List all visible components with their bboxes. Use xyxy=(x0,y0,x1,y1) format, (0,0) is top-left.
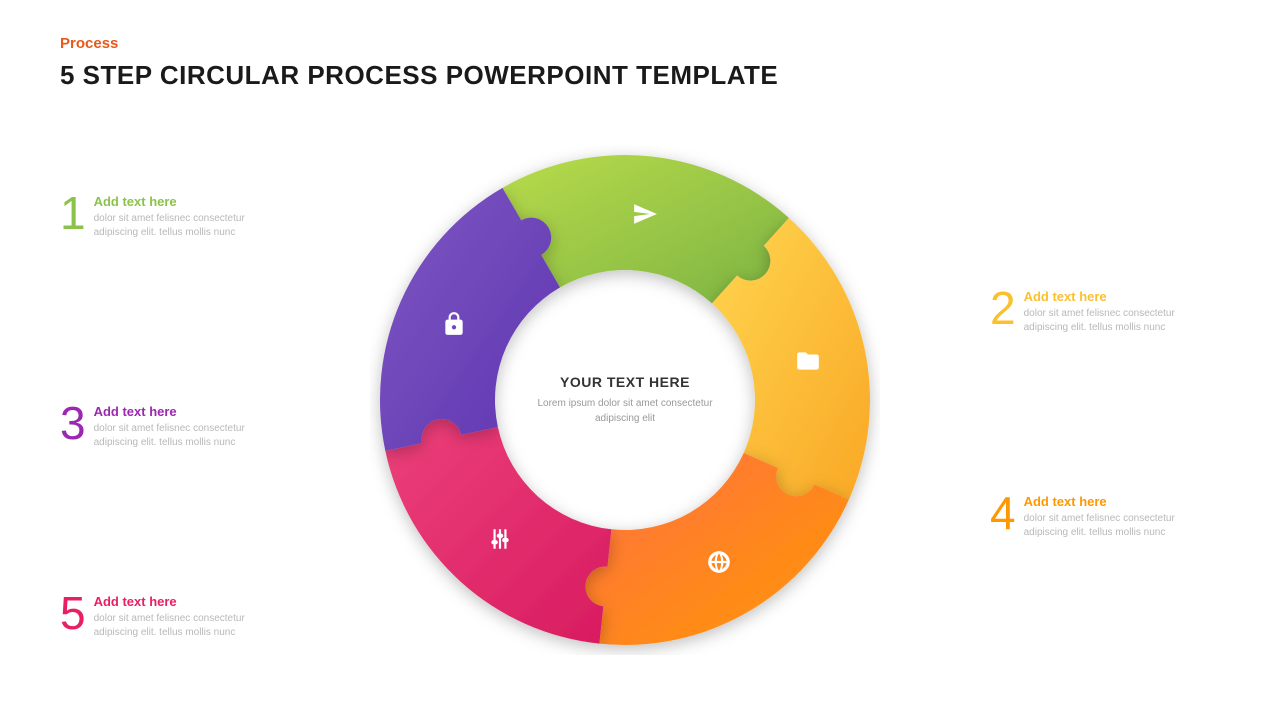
callout-number: 5 xyxy=(60,590,86,640)
globe-icon xyxy=(706,549,732,575)
callout-desc: dolor sit amet felisnec consectetur adip… xyxy=(1024,307,1220,335)
plane-icon xyxy=(632,201,658,227)
folder-icon xyxy=(795,348,821,374)
center-title: YOUR TEXT HERE xyxy=(525,374,725,390)
sliders-icon xyxy=(487,526,513,552)
callout-number: 4 xyxy=(990,490,1016,540)
callout-heading: Add text here xyxy=(94,404,290,419)
center-desc: Lorem ipsum dolor sit amet consectetur a… xyxy=(525,396,725,426)
breadcrumb: Process xyxy=(60,35,778,52)
callout-desc: dolor sit amet felisnec consectetur adip… xyxy=(94,212,290,240)
lock-icon xyxy=(441,311,467,337)
circular-diagram: YOUR TEXT HERE Lorem ipsum dolor sit ame… xyxy=(370,145,880,655)
callout-3: 3 Add text here dolor sit amet felisnec co… xyxy=(60,400,290,450)
callout-desc: dolor sit amet felisnec consectetur adip… xyxy=(94,612,290,640)
callout-1: 1 Add text here dolor sit amet felisnec co… xyxy=(60,190,290,240)
callout-heading: Add text here xyxy=(1024,289,1220,304)
callout-desc: dolor sit amet felisnec consectetur adip… xyxy=(94,422,290,450)
callout-desc: dolor sit amet felisnec consectetur adip… xyxy=(1024,512,1220,540)
page-title: 5 STEP CIRCULAR PROCESS POWERPOINT TEMPL… xyxy=(60,60,778,91)
callout-heading: Add text here xyxy=(94,594,290,609)
callout-heading: Add text here xyxy=(1024,494,1220,509)
callout-2: 2 Add text here dolor sit amet felisnec co… xyxy=(990,285,1220,335)
callout-number: 2 xyxy=(990,285,1016,335)
center-text: YOUR TEXT HERE Lorem ipsum dolor sit ame… xyxy=(525,374,725,426)
callout-number: 3 xyxy=(60,400,86,450)
callout-number: 1 xyxy=(60,190,86,240)
callout-5: 5 Add text here dolor sit amet felisnec co… xyxy=(60,590,290,640)
header: Process 5 STEP CIRCULAR PROCESS POWERPOI… xyxy=(60,35,778,91)
callout-4: 4 Add text here dolor sit amet felisnec co… xyxy=(990,490,1220,540)
callout-heading: Add text here xyxy=(94,194,290,209)
